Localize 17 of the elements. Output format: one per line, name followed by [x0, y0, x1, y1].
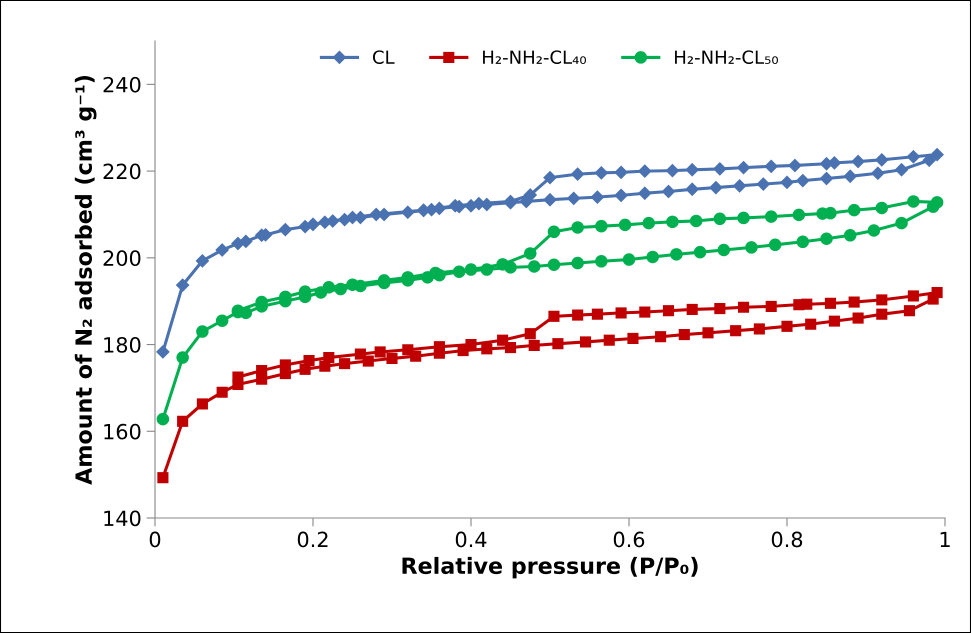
- x-tick-label: 0.4: [456, 532, 486, 548]
- x-axis-title: Relative pressure (P/P₀): [402, 556, 698, 578]
- x-tick-label: 0.2: [298, 532, 328, 548]
- y-tick-label: 160: [104, 424, 140, 440]
- y-tick-label: 140: [104, 510, 140, 526]
- x-tick-label: 1: [940, 532, 950, 548]
- y-tick-label: 200: [104, 250, 140, 266]
- y-tick-label: 240: [104, 76, 140, 93]
- y-tick-label: 220: [104, 164, 140, 180]
- legend-label: H₂-NH₂-CL₅₀: [675, 50, 778, 64]
- y-axis-title: Amount of N₂ adsorbed (cm³ g⁻¹): [74, 76, 96, 485]
- legend-label: CL: [372, 50, 395, 64]
- x-tick-label: 0.6: [614, 532, 644, 548]
- legend-label: H₂-NH₂-CL₄₀: [483, 50, 586, 64]
- y-tick-label: 180: [104, 337, 140, 353]
- x-tick-label: 0: [150, 532, 160, 548]
- x-tick-label: 0.8: [772, 532, 802, 548]
